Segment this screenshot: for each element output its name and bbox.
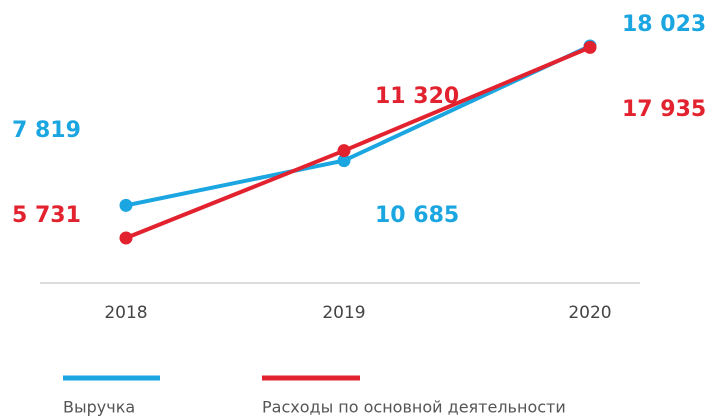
value-label: 17 935 bbox=[622, 97, 706, 122]
x-tick-label: 2018 bbox=[104, 303, 147, 323]
value-label: 18 023 bbox=[622, 12, 706, 37]
point bbox=[583, 40, 597, 54]
value-label: 5 731 bbox=[12, 203, 81, 228]
series-line bbox=[125, 45, 591, 240]
series-line bbox=[125, 44, 591, 208]
x-tick-label: 2020 bbox=[568, 303, 611, 323]
point bbox=[337, 144, 351, 158]
legend-label: Выручка bbox=[63, 398, 135, 417]
legend-label: Расходы по основной деятельности bbox=[262, 398, 566, 417]
point bbox=[119, 231, 133, 245]
x-tick-label: 2019 bbox=[322, 303, 365, 323]
value-label: 10 685 bbox=[375, 203, 459, 228]
point bbox=[119, 198, 133, 212]
value-label: 11 320 bbox=[375, 84, 459, 109]
value-label: 7 819 bbox=[12, 118, 81, 143]
point bbox=[337, 154, 351, 168]
